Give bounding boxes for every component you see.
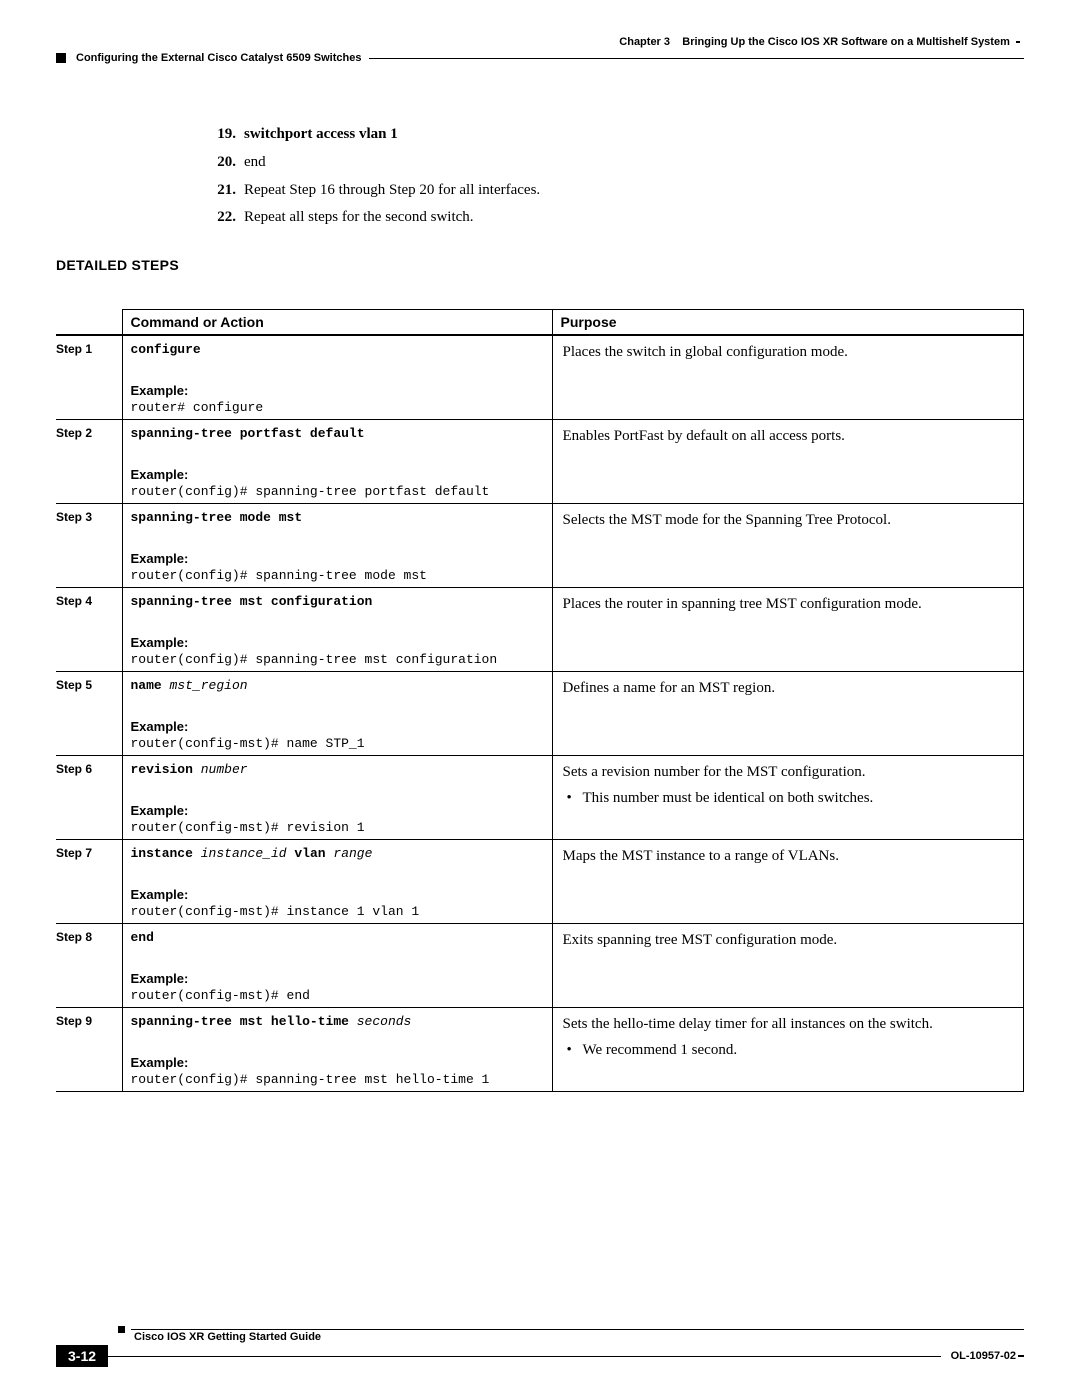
purpose-text: Exits spanning tree MST configuration mo… xyxy=(563,930,1014,950)
purpose-cell: Places the router in spanning tree MST c… xyxy=(552,588,1024,672)
step-label: Step 9 xyxy=(56,1008,122,1092)
command-cell: name mst_region Example: router(config-mst… xyxy=(122,672,552,756)
command-syntax: spanning-tree mst hello-time seconds xyxy=(131,1014,544,1029)
purpose-cell: Defines a name for an MST region. xyxy=(552,672,1024,756)
step-label: Step 8 xyxy=(56,924,122,1008)
command-cell: revision number Example: router(config-mst… xyxy=(122,756,552,840)
summary-step-text: switchport access vlan 1 xyxy=(244,124,1024,146)
step-label: Step 2 xyxy=(56,420,122,504)
example-code: router(config)# spanning-tree mode mst xyxy=(131,568,544,583)
summary-step: 20. end xyxy=(210,152,1024,174)
example-code: router(config)# spanning-tree mst hello-… xyxy=(131,1072,544,1087)
command-cell: instance instance_id vlan range Example: r… xyxy=(122,840,552,924)
step-label: Step 3 xyxy=(56,504,122,588)
footer-doc-number: OL-10957-02 xyxy=(951,1350,1016,1362)
summary-step-num: 21. xyxy=(210,180,244,202)
page-footer: Cisco IOS XR Getting Started Guide 3-12 … xyxy=(56,1320,1024,1367)
summary-step-text: Repeat Step 16 through Step 20 for all i… xyxy=(244,180,1024,202)
purpose-cell: Sets the hello-time delay timer for all … xyxy=(552,1008,1024,1092)
table-col-blank xyxy=(56,310,122,336)
command-cell: spanning-tree mst configuration Example: r… xyxy=(122,588,552,672)
example-label: Example: xyxy=(131,803,544,818)
purpose-cell: Exits spanning tree MST configuration mo… xyxy=(552,924,1024,1008)
example-code: router(config-mst)# end xyxy=(131,988,544,1003)
purpose-text: Places the switch in global configuratio… xyxy=(563,342,1014,362)
example-label: Example: xyxy=(131,467,544,482)
command-cell: spanning-tree mode mst Example: router(con… xyxy=(122,504,552,588)
summary-steps-list: 19. switchport access vlan 1 20. end 21.… xyxy=(210,124,1024,229)
purpose-cell: Places the switch in global configuratio… xyxy=(552,335,1024,420)
command-syntax: name mst_region xyxy=(131,678,544,693)
example-label: Example: xyxy=(131,383,544,398)
step-label: Step 6 xyxy=(56,756,122,840)
step-label: Step 4 xyxy=(56,588,122,672)
summary-step: 22. Repeat all steps for the second swit… xyxy=(210,207,1024,229)
command-syntax: end xyxy=(131,930,544,945)
example-code: router(config-mst)# instance 1 vlan 1 xyxy=(131,904,544,919)
table-col-command: Command or Action xyxy=(122,310,552,336)
chapter-label: Chapter 3 xyxy=(619,36,670,48)
purpose-cell: Sets a revision number for the MST confi… xyxy=(552,756,1024,840)
section-title: Configuring the External Cisco Catalyst … xyxy=(76,52,361,64)
example-code: router(config)# spanning-tree portfast d… xyxy=(131,484,544,499)
purpose-text: Enables PortFast by default on all acces… xyxy=(563,426,1014,446)
example-label: Example: xyxy=(131,551,544,566)
example-label: Example: xyxy=(131,719,544,734)
purpose-text: Sets the hello-time delay timer for all … xyxy=(563,1014,1014,1034)
purpose-cell: Selects the MST mode for the Spanning Tr… xyxy=(552,504,1024,588)
example-label: Example: xyxy=(131,971,544,986)
summary-step-num: 20. xyxy=(210,152,244,174)
header-marker-icon xyxy=(56,53,66,63)
example-code: router(config-mst)# revision 1 xyxy=(131,820,544,835)
header-rule xyxy=(369,58,1024,59)
detailed-steps-table: Command or Action Purpose Step 1configur… xyxy=(56,309,1024,1092)
summary-step: 21. Repeat Step 16 through Step 20 for a… xyxy=(210,180,1024,202)
purpose-text: Maps the MST instance to a range of VLAN… xyxy=(563,846,1014,866)
summary-step-num: 22. xyxy=(210,207,244,229)
command-syntax: spanning-tree portfast default xyxy=(131,426,544,441)
command-syntax: revision number xyxy=(131,762,544,777)
example-label: Example: xyxy=(131,1055,544,1070)
command-syntax: spanning-tree mode mst xyxy=(131,510,544,525)
chapter-title: Bringing Up the Cisco IOS XR Software on… xyxy=(682,36,1010,48)
summary-step-text: Repeat all steps for the second switch. xyxy=(244,207,1024,229)
summary-step-num: 19. xyxy=(210,124,244,146)
table-col-purpose: Purpose xyxy=(552,310,1024,336)
step-label: Step 7 xyxy=(56,840,122,924)
step-label: Step 1 xyxy=(56,335,122,420)
command-cell: spanning-tree mst hello-time seconds Exam… xyxy=(122,1008,552,1092)
running-header-bar: Configuring the External Cisco Catalyst … xyxy=(56,52,1024,64)
purpose-text: Sets a revision number for the MST confi… xyxy=(563,762,1014,782)
command-cell: spanning-tree portfast default Example: ro… xyxy=(122,420,552,504)
detailed-steps-heading: DETAILED STEPS xyxy=(56,257,1024,273)
purpose-text: Selects the MST mode for the Spanning Tr… xyxy=(563,510,1014,530)
example-code: router(config-mst)# name STP_1 xyxy=(131,736,544,751)
command-cell: configure Example: router# configure xyxy=(122,335,552,420)
summary-step: 19. switchport access vlan 1 xyxy=(210,124,1024,146)
command-syntax: spanning-tree mst configuration xyxy=(131,594,544,609)
purpose-bullet: This number must be identical on both sw… xyxy=(563,788,1014,808)
example-label: Example: xyxy=(131,887,544,902)
footer-guide-title: Cisco IOS XR Getting Started Guide xyxy=(134,1331,1024,1343)
purpose-bullet: We recommend 1 second. xyxy=(563,1040,1014,1060)
purpose-cell: Enables PortFast by default on all acces… xyxy=(552,420,1024,504)
purpose-bullets: This number must be identical on both sw… xyxy=(563,788,1014,808)
example-label: Example: xyxy=(131,635,544,650)
purpose-text: Places the router in spanning tree MST c… xyxy=(563,594,1014,614)
example-code: router(config)# spanning-tree mst config… xyxy=(131,652,544,667)
command-syntax: configure xyxy=(131,342,544,357)
command-cell: end Example: router(config-mst)# end xyxy=(122,924,552,1008)
footer-end-tick xyxy=(1018,1355,1024,1357)
example-code: router# configure xyxy=(131,400,544,415)
purpose-text: Defines a name for an MST region. xyxy=(563,678,1014,698)
running-header-right: Chapter 3 Bringing Up the Cisco IOS XR S… xyxy=(56,36,1024,48)
footer-marker-icon xyxy=(118,1326,125,1333)
command-syntax: instance instance_id vlan range xyxy=(131,846,544,861)
purpose-bullets: We recommend 1 second. xyxy=(563,1040,1014,1060)
step-label: Step 5 xyxy=(56,672,122,756)
footer-rule xyxy=(108,1356,941,1357)
page-number-badge: 3-12 xyxy=(56,1345,108,1367)
purpose-cell: Maps the MST instance to a range of VLAN… xyxy=(552,840,1024,924)
summary-step-text: end xyxy=(244,152,1024,174)
